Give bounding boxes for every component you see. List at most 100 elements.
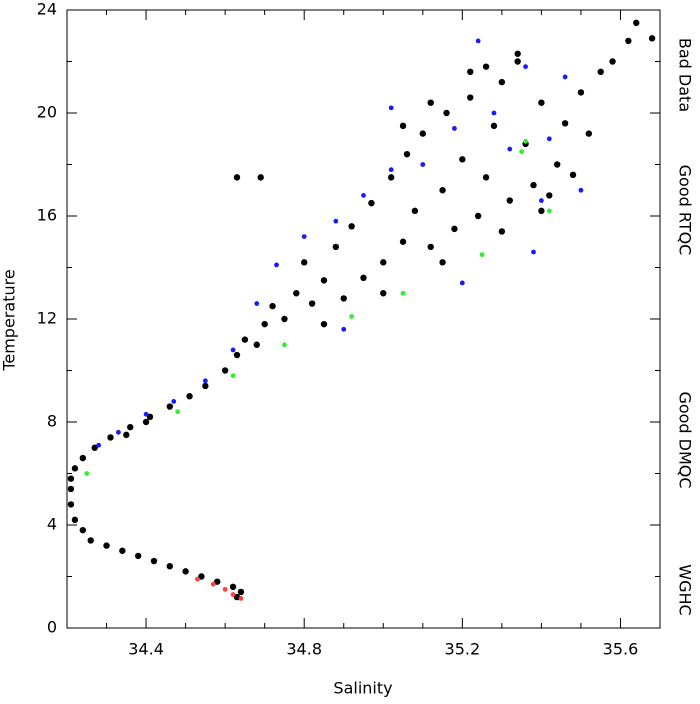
- data-point: [229, 583, 237, 590]
- data-point: [523, 138, 528, 144]
- data-point: [427, 99, 434, 106]
- data-point: [507, 146, 513, 152]
- data-point: [333, 218, 339, 224]
- y-tick-label: 24: [37, 0, 57, 19]
- data-point: [498, 228, 506, 235]
- data-point: [320, 320, 328, 328]
- data-point: [399, 238, 407, 245]
- data-point: [87, 537, 94, 544]
- data-point: [281, 315, 288, 323]
- data-point: [202, 382, 209, 390]
- data-point: [320, 277, 328, 284]
- y-tick-label: 0: [47, 618, 57, 637]
- data-point: [360, 274, 367, 281]
- data-point: [202, 378, 208, 384]
- data-point: [388, 167, 394, 173]
- data-point: [411, 207, 419, 215]
- data-point: [186, 393, 193, 400]
- data-point: [399, 122, 407, 130]
- data-point: [597, 68, 604, 76]
- data-point: [166, 563, 173, 570]
- data-point: [282, 342, 287, 348]
- data-point: [134, 552, 142, 560]
- data-point: [427, 243, 434, 251]
- data-point: [609, 58, 616, 65]
- data-point: [400, 290, 406, 296]
- data-point: [96, 442, 102, 448]
- data-point: [71, 465, 79, 472]
- data-point: [467, 68, 474, 76]
- y-tick-label: 8: [47, 412, 57, 431]
- data-point: [482, 174, 490, 181]
- data-point: [340, 295, 347, 302]
- data-point: [175, 409, 181, 415]
- data-point: [530, 181, 537, 189]
- data-point: [482, 63, 490, 70]
- x-tick-label: 34.4: [128, 640, 164, 659]
- data-point: [142, 418, 150, 426]
- data-point: [403, 151, 411, 158]
- data-point: [475, 38, 481, 44]
- data-point: [419, 130, 426, 137]
- data-point: [261, 320, 268, 328]
- data-point: [506, 197, 513, 204]
- data-point: [452, 126, 457, 131]
- data-point: [519, 149, 525, 155]
- data-point: [546, 192, 553, 199]
- data-point: [233, 174, 241, 181]
- data-point: [388, 105, 394, 111]
- y-axis-label: Temperature: [0, 269, 19, 371]
- data-point: [562, 74, 568, 80]
- data-point: [67, 485, 75, 493]
- x-tick-label: 35.2: [445, 640, 481, 659]
- data-point: [514, 58, 521, 65]
- data-point: [361, 193, 366, 198]
- data-point: [238, 595, 244, 601]
- data-point: [146, 413, 154, 421]
- data-point: [349, 314, 355, 319]
- data-point: [538, 207, 545, 215]
- legend-label: Bad Data: [676, 38, 695, 112]
- data-point: [222, 586, 228, 592]
- data-point: [171, 399, 177, 404]
- data-point: [332, 243, 340, 251]
- data-point: [115, 429, 121, 435]
- data-point: [301, 259, 308, 266]
- data-point: [420, 162, 426, 167]
- data-point: [241, 336, 249, 343]
- data-point: [554, 161, 561, 168]
- data-point: [585, 130, 593, 137]
- data-point: [119, 547, 126, 554]
- data-point: [210, 581, 216, 587]
- data-point: [221, 367, 229, 374]
- data-point: [123, 431, 130, 439]
- data-point: [380, 259, 387, 266]
- data-point: [531, 249, 536, 255]
- data-point: [107, 434, 114, 441]
- legend-label: WGHC: [676, 564, 695, 615]
- data-point: [491, 110, 497, 116]
- data-point: [79, 454, 87, 462]
- data-point: [308, 300, 316, 307]
- data-point: [214, 578, 221, 585]
- data-point: [233, 351, 241, 359]
- data-point: [84, 471, 90, 476]
- data-point: [439, 187, 446, 194]
- data-point: [127, 423, 134, 431]
- data-point: [150, 557, 158, 565]
- data-point: [166, 403, 173, 410]
- x-tick-label: 35.6: [603, 640, 639, 659]
- data-point: [523, 64, 528, 70]
- data-point: [467, 94, 474, 101]
- data-point: [561, 120, 569, 127]
- data-point: [257, 174, 264, 181]
- data-point: [348, 223, 355, 230]
- data-point: [569, 171, 577, 178]
- legend-label: Good DMQC: [676, 391, 695, 488]
- data-point: [237, 588, 245, 596]
- data-point: [368, 199, 375, 207]
- data-point: [274, 262, 279, 268]
- data-point: [198, 573, 205, 580]
- data-point: [301, 234, 307, 240]
